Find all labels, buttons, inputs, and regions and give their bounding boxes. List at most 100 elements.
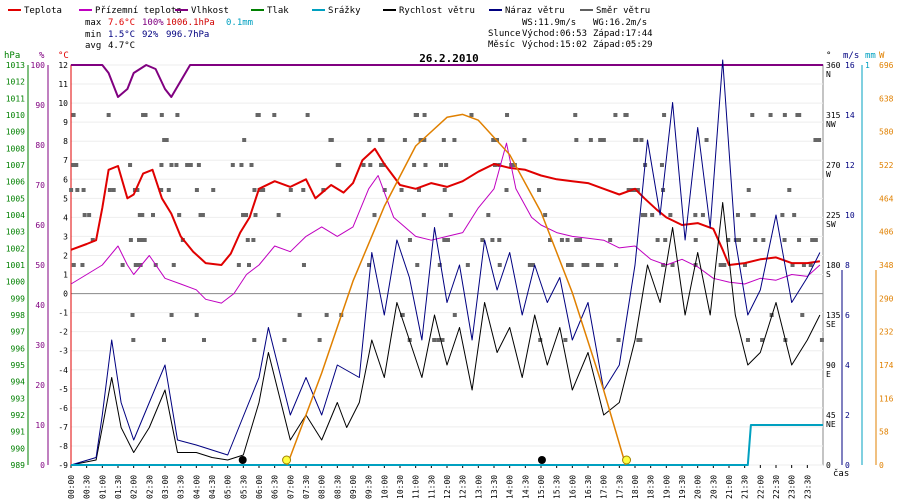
wind-direction-mark	[469, 113, 474, 117]
wind-direction-mark	[367, 138, 372, 142]
wind-direction-mark	[272, 113, 277, 117]
hpa-tick-label: 1001	[6, 261, 25, 270]
wind-direction-mark	[574, 138, 579, 142]
w-tick-label: 522	[879, 161, 894, 170]
hpa-tick-label: 1011	[6, 94, 25, 103]
time-tick-label: 09:00	[349, 475, 358, 499]
wind-direction-mark	[194, 313, 199, 317]
hpa-tick-label: 1012	[6, 78, 25, 87]
plot-frame	[70, 64, 824, 466]
wind-direction-mark	[161, 338, 166, 342]
wind-direction-mark	[491, 138, 496, 142]
pct-tick-label: 90	[35, 101, 45, 110]
wind-direction-mark	[177, 213, 182, 217]
time-tick-label: 17:00	[600, 475, 609, 499]
wind-direction-mark	[337, 163, 342, 167]
wind-direction-mark	[242, 138, 247, 142]
wind-direction-mark	[142, 238, 147, 242]
wind-direction-mark	[135, 188, 140, 192]
wind-direction-mark	[246, 263, 251, 267]
ms-unit: m/s	[843, 51, 859, 61]
wind-direction-mark	[245, 238, 250, 242]
wind-direction-mark	[574, 238, 579, 242]
hpa-tick-label: 999	[11, 294, 26, 303]
wind-direction-mark	[792, 213, 797, 217]
wind-direction-mark	[442, 188, 447, 192]
degc-tick-label: 3	[63, 232, 68, 241]
wind-direction-mark	[252, 338, 257, 342]
wind-direction-mark	[637, 338, 642, 342]
wind-direction-mark	[569, 263, 574, 267]
wind-direction-mark	[737, 238, 742, 242]
time-tick-label: 02:30	[145, 475, 154, 499]
wind-direction-mark	[128, 163, 133, 167]
wind-direction-mark	[321, 188, 326, 192]
dir-tick-label: 225	[826, 211, 841, 220]
wind-direction-mark	[402, 138, 407, 142]
wind-direction-mark	[635, 188, 640, 192]
wind-direction-mark	[382, 188, 387, 192]
wind-direction-mark	[693, 213, 698, 217]
wind-direction-mark	[693, 238, 698, 242]
time-tick-label: 20:00	[694, 475, 703, 499]
time-tick-label: 12:30	[459, 475, 468, 499]
wind-direction-mark	[133, 263, 138, 267]
legend-label: Vlhkost	[191, 6, 229, 16]
wind-direction-mark	[288, 188, 293, 192]
wind-direction-mark	[136, 263, 141, 267]
stat-max-label: max	[85, 18, 102, 28]
time-tick-label: 05:00	[224, 475, 233, 499]
time-tick-label: 12:00	[443, 475, 452, 499]
time-tick-label: 21:30	[741, 475, 750, 499]
time-tick-label: 11:30	[427, 475, 436, 499]
dir-tick-label: 270	[826, 161, 841, 170]
wind-direction-mark	[241, 213, 246, 217]
time-tick-label: 06:30	[271, 475, 280, 499]
sun-label: Slunce	[488, 29, 521, 39]
wind-direction-mark	[639, 138, 644, 142]
stat-max-temp: 7.6°C	[108, 18, 135, 28]
w-tick-label: 0	[879, 461, 884, 470]
degc-tick-label: 8	[63, 137, 68, 146]
wind-gust-max: WG:16.2m/s	[593, 18, 647, 28]
time-tick-label: 07:30	[302, 475, 311, 499]
wind-direction-mark	[559, 238, 564, 242]
dir-tick-label: 360	[826, 61, 841, 70]
hpa-tick-label: 1005	[6, 194, 25, 203]
wind-direction-mark	[726, 238, 731, 242]
time-tick-label: 23:00	[788, 475, 797, 499]
degc-tick-label: 0	[63, 290, 68, 299]
wind-direction-mark	[418, 138, 423, 142]
wind-direction-mark	[143, 113, 148, 117]
time-tick-label: 09:30	[365, 475, 374, 499]
wind-direction-mark	[412, 163, 417, 167]
moon-rise: Východ:15:02	[522, 40, 587, 50]
wind-direction-mark	[151, 213, 156, 217]
wind-direction-mark	[169, 313, 174, 317]
series-line	[70, 142, 821, 304]
hpa-tick-label: 1000	[6, 278, 25, 287]
wind-direction-mark	[415, 263, 420, 267]
wind-direction-mark	[185, 163, 190, 167]
dir-tick-name: S	[826, 270, 831, 279]
wind-direction-mark	[465, 263, 470, 267]
wind-direction-mark	[581, 263, 586, 267]
sun-rise: Východ:06:53	[522, 29, 587, 39]
wind-direction-mark	[82, 213, 87, 217]
hpa-unit: hPa	[4, 51, 20, 61]
wind-direction-mark	[813, 138, 818, 142]
wind-direction-mark	[596, 263, 601, 267]
wind-direction-mark	[106, 113, 111, 117]
wind-direction-mark	[643, 213, 648, 217]
wind-direction-mark	[486, 213, 491, 217]
w-tick-label: 174	[879, 361, 894, 370]
degc-tick-label: 7	[63, 156, 68, 165]
wind-direction-mark	[368, 163, 373, 167]
pct-unit: %	[39, 51, 45, 61]
wind-direction-mark	[452, 138, 457, 142]
wind-direction-mark	[138, 263, 143, 267]
time-tick-label: 14:00	[506, 475, 515, 499]
wind-direction-mark	[616, 338, 621, 342]
series-line	[70, 59, 821, 466]
wind-direction-mark	[436, 338, 441, 342]
